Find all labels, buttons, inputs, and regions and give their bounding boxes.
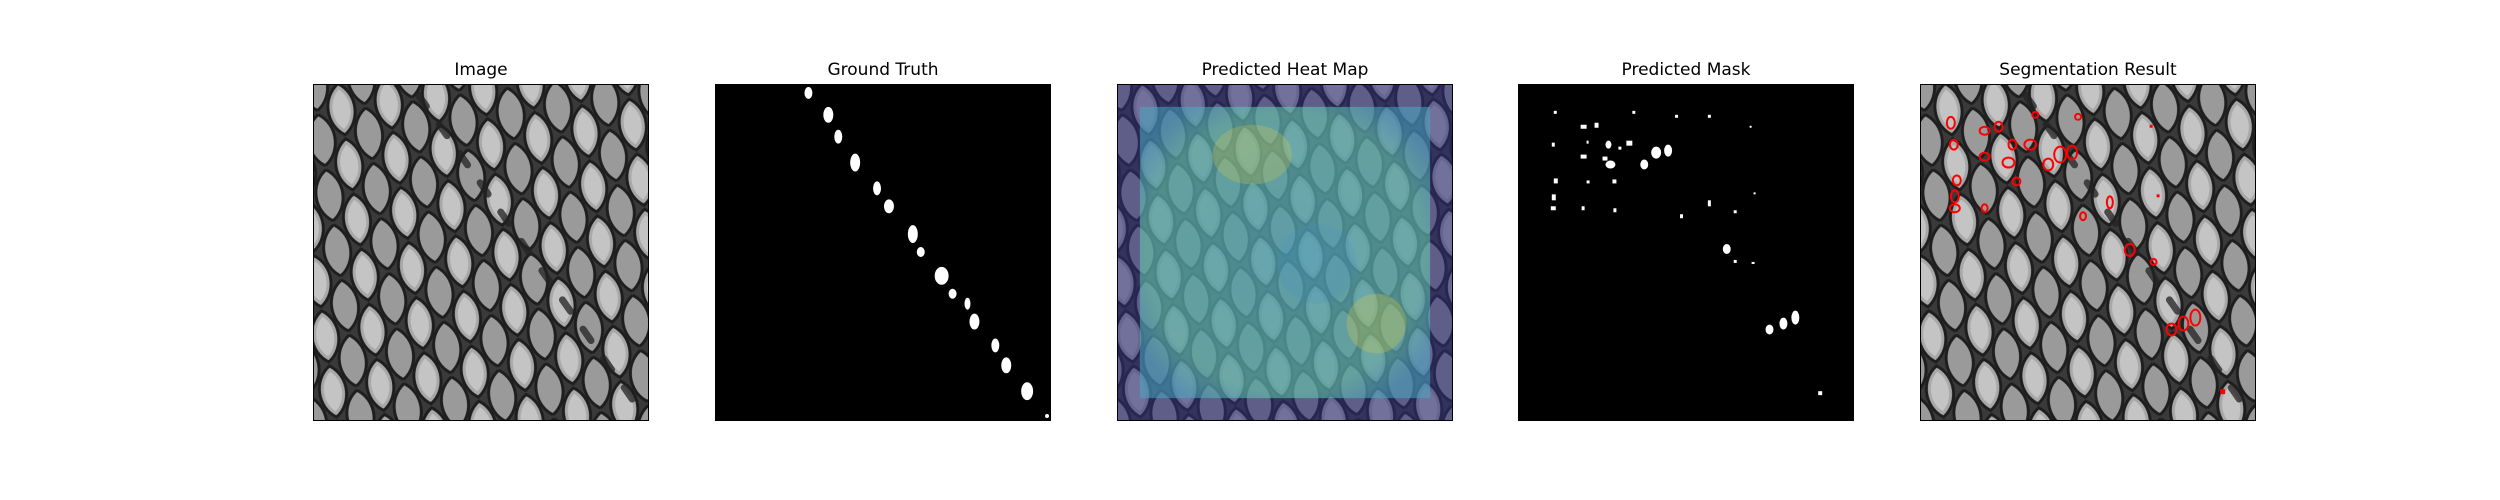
panel-title: Predicted Heat Map (1201, 60, 1369, 80)
panel-predicted-mask: Predicted Mask (1518, 60, 1854, 421)
segmentation-frame (1920, 84, 2256, 421)
panel-title: Ground Truth (827, 60, 939, 80)
segmentation-overlay (1921, 85, 2255, 420)
predicted-mask (1519, 85, 1853, 420)
panel-title: Predicted Mask (1621, 60, 1751, 80)
predicted-mask-frame (1518, 84, 1854, 421)
heat-map-frame (1117, 84, 1453, 421)
image-frame (313, 84, 649, 421)
panel-title: Segmentation Result (1999, 60, 2177, 80)
ground-truth-mask (716, 85, 1050, 420)
fabric-image (314, 85, 648, 420)
ground-truth-frame (715, 84, 1051, 421)
panel-heat-map: Predicted Heat Map (1117, 60, 1453, 421)
heat-map-overlay (1118, 85, 1452, 420)
panel-segmentation-result: Segmentation Result (1920, 60, 2256, 421)
panel-title: Image (454, 60, 508, 80)
panel-ground-truth: Ground Truth (715, 60, 1051, 421)
panel-image: Image (313, 60, 649, 421)
